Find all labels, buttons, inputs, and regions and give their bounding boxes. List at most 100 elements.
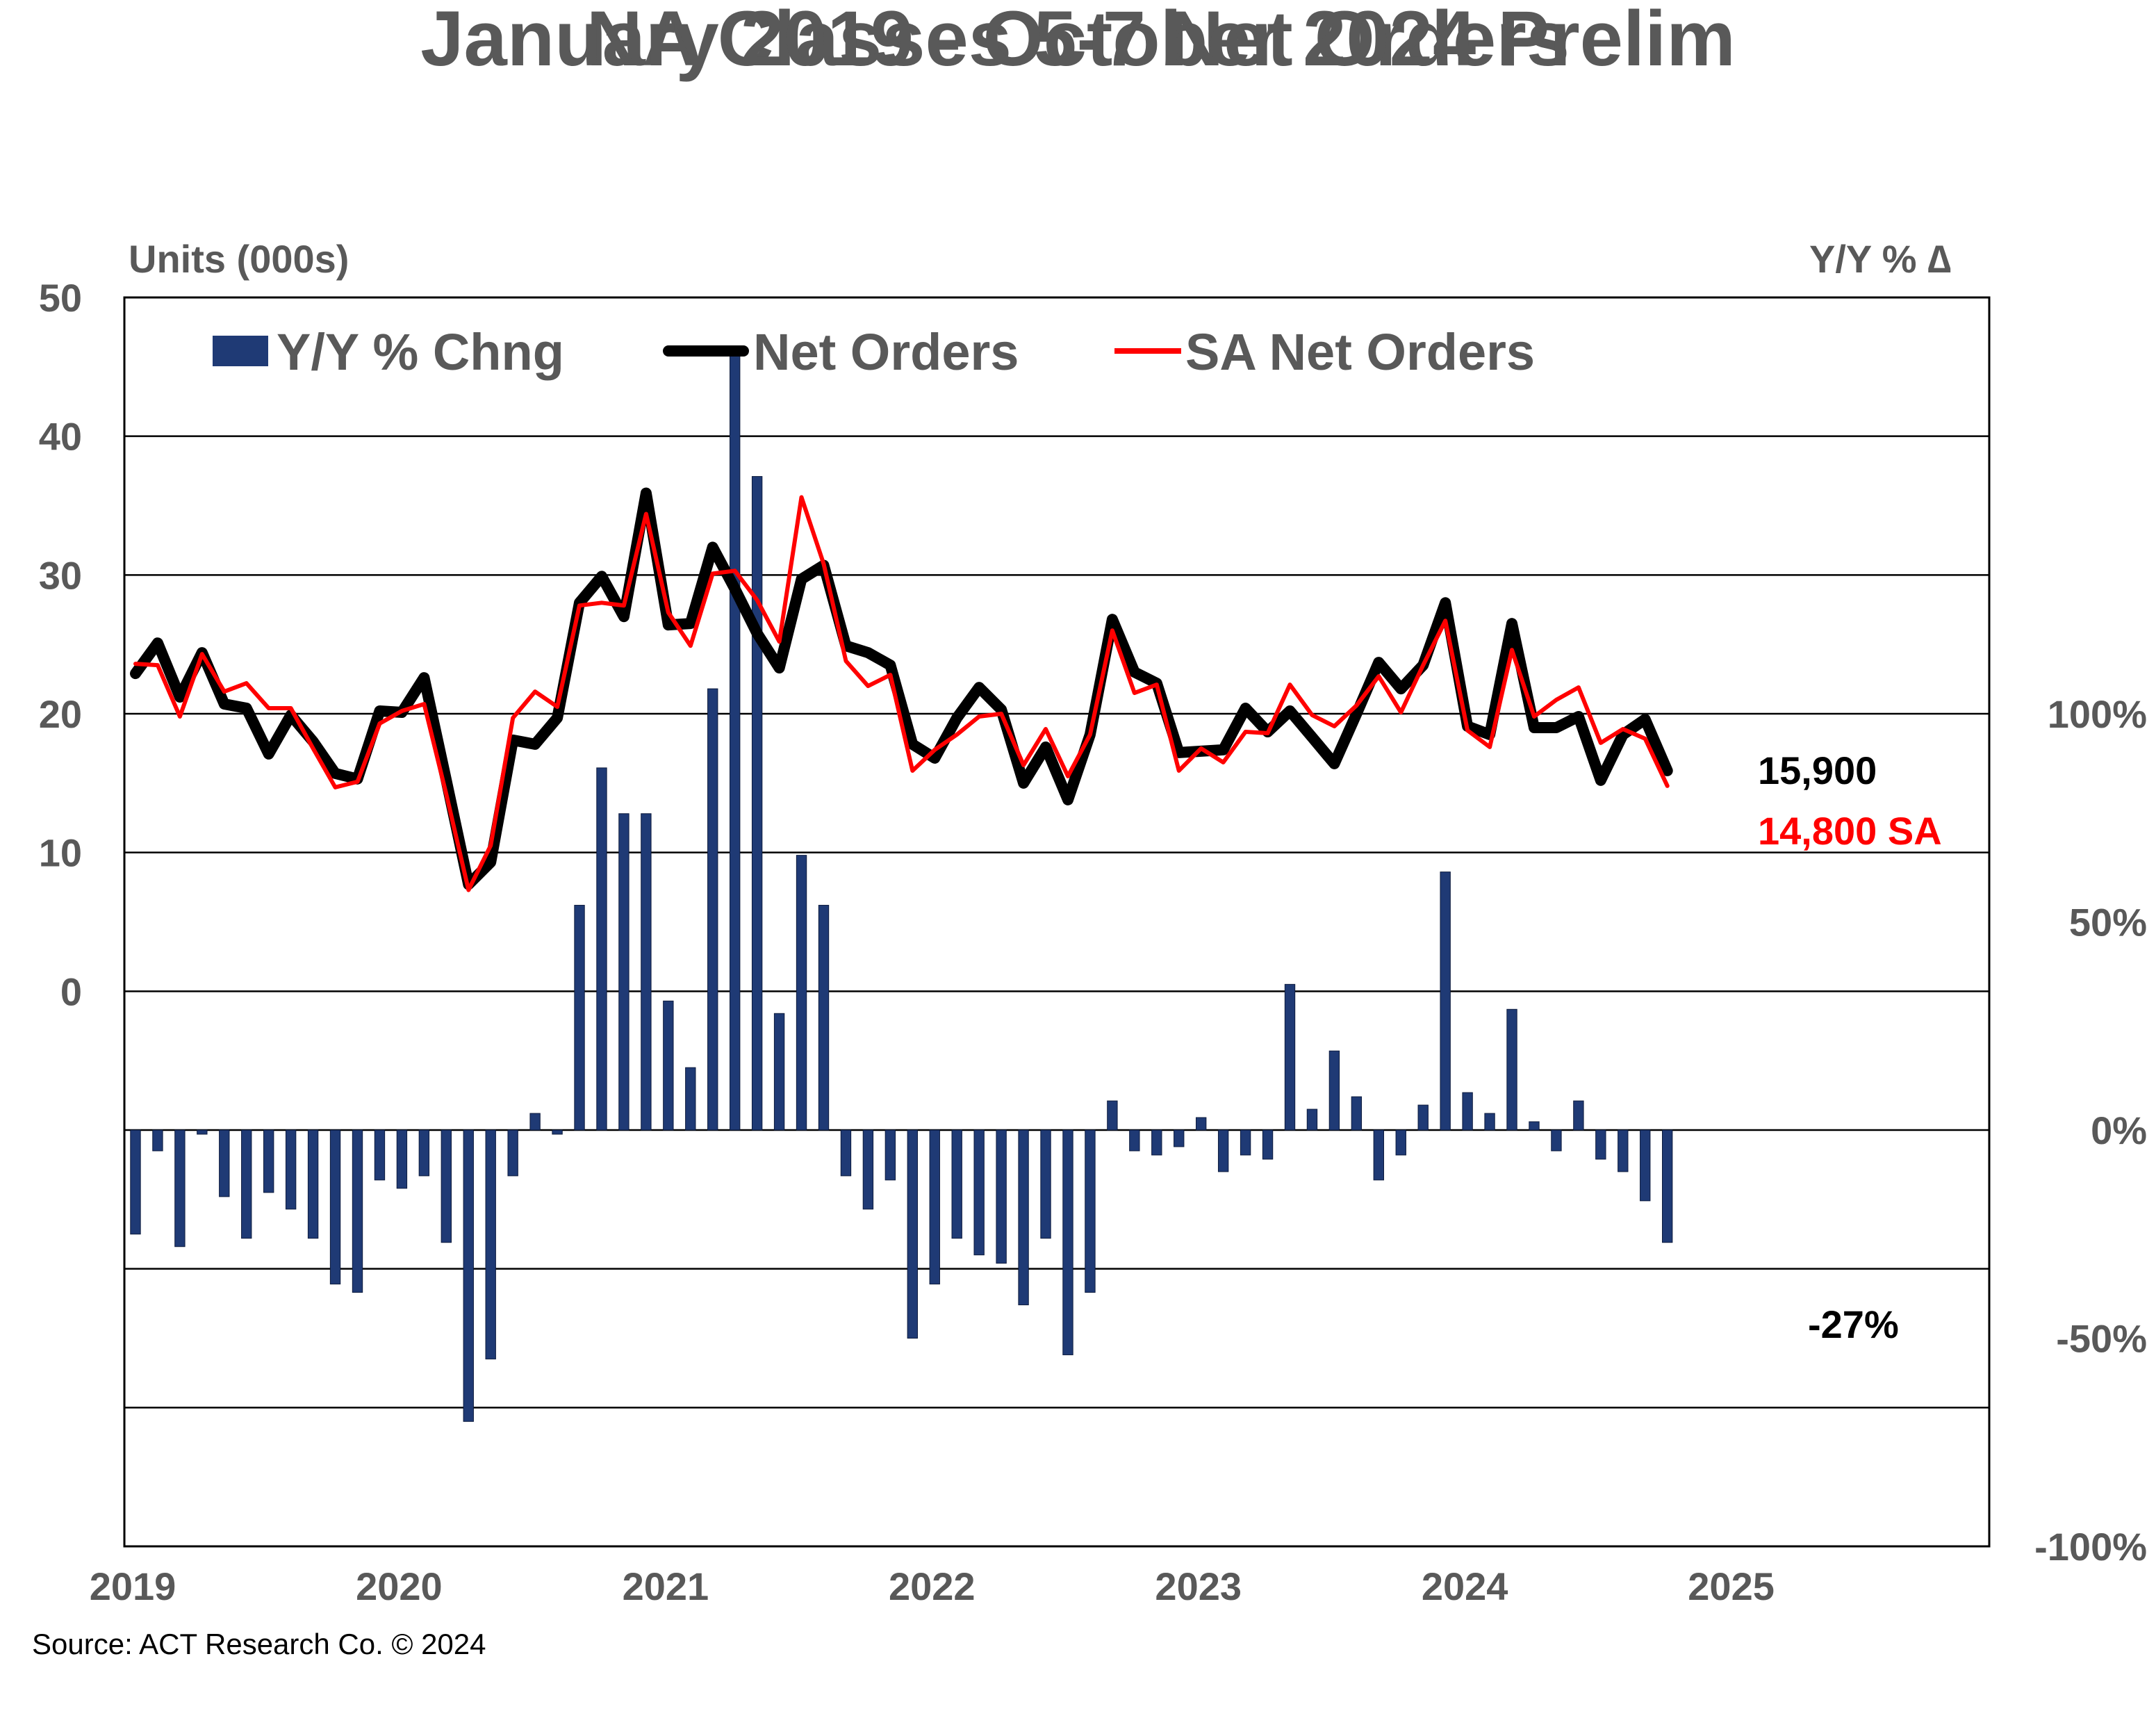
yoy-bar [507,1129,518,1177]
yoy-bar [840,1129,852,1177]
yoy-bar [1595,1129,1606,1160]
net-orders-line [130,487,1673,890]
yoy-bar [174,1129,186,1247]
yoy-bars [130,351,1673,1422]
y-right-tick-label: 0% [2091,1108,2147,1152]
yoy-bar [1640,1129,1651,1202]
yoy-bar [307,1129,319,1239]
yoy-last-label: -27% [1808,1302,1899,1346]
axes-labels: 50 40 30 20 10 0 100% 50% 0% -50% -100% 2019 2020 202… [39,276,2147,1608]
yoy-bar [1107,1100,1118,1131]
yoy-bar [1484,1113,1495,1131]
yoy-bar [663,1000,674,1131]
yoy-bar [463,1129,474,1422]
yoy-bar [1573,1100,1584,1131]
yoy-bar [796,855,807,1131]
gridlines [124,435,1989,1409]
yoy-bar [1018,1129,1029,1306]
source-note: Source: ACT Research Co. © 2024 [32,1628,486,1660]
yoy-bar [1240,1129,1251,1156]
yoy-bar [641,813,652,1131]
yoy-bar [1373,1129,1384,1181]
yoy-bar [1662,1129,1673,1243]
yoy-bar [1395,1129,1406,1156]
yoy-bar [1529,1121,1540,1131]
yoy-bar [1440,872,1451,1131]
chart-title: NA Classes 5-7 Net Orders [586,0,1570,82]
yoy-bar [1262,1129,1274,1160]
yoy-bar [1062,1129,1073,1355]
chart-subtitle: January 2019 - October 2024 Prelim [420,0,1736,82]
yoy-bar [1217,1129,1229,1172]
y-axis-left-label: Units (000s) [129,237,349,281]
yoy-bar [1506,1008,1517,1131]
y-right-tick-label: -50% [2056,1317,2147,1361]
yoy-bar [418,1129,430,1177]
yoy-bar [1040,1129,1051,1239]
yoy-bar [263,1129,274,1193]
yoy-bar [685,1067,696,1131]
annotations: 15,900 14,800 SA -27% [1758,748,1942,1346]
yoy-bar [1351,1096,1363,1131]
yoy-bar [1129,1129,1140,1152]
yoy-bar [751,476,763,1131]
yoy-bar [352,1129,363,1293]
yoy-bar [973,1129,985,1256]
yoy-bar [152,1129,163,1152]
net-orders-last-label: 15,900 [1758,748,1877,792]
order-lines [130,487,1673,892]
yoy-bar [773,1013,785,1131]
yoy-bar [574,905,585,1131]
yoy-bar [329,1129,341,1285]
y-left-tick-label: 0 [60,970,82,1013]
legend-label-net: Net Orders [753,323,1019,381]
y-right-tick-label: 50% [2069,901,2147,944]
yoy-bar [884,1129,896,1181]
yoy-bar [552,1129,563,1135]
y-left-tick-label: 50 [39,276,82,320]
yoy-bar [907,1129,918,1339]
yoy-bar [219,1129,230,1197]
legend-label-sa: SA Net Orders [1185,323,1535,381]
yoy-bar [1151,1129,1162,1156]
y-left-tick-label: 30 [39,553,82,597]
yoy-bar [130,1129,141,1235]
yoy-bar [929,1129,940,1285]
yoy-bar [707,688,718,1131]
x-tick-label: 2023 [1155,1564,1242,1608]
yoy-bar [1306,1108,1318,1131]
y-left-tick-label: 10 [39,831,82,875]
legend-label-yoy: Y/Y % Chng [277,323,564,381]
y-left-tick-label: 40 [39,415,82,459]
x-tick-label: 2019 [90,1564,176,1608]
y-right-tick-label: -100% [2034,1525,2147,1569]
yoy-bar [441,1129,452,1243]
yoy-bar [1085,1129,1096,1293]
yoy-bar [618,813,629,1131]
sa-net-orders-line [133,495,1670,892]
x-tick-label: 2024 [1422,1564,1508,1608]
yoy-bar [1551,1129,1562,1152]
yoy-bar [529,1113,541,1131]
y-right-tick-label: 100% [2048,692,2147,736]
yoy-bar [485,1129,496,1359]
yoy-bar [951,1129,962,1239]
yoy-bar [374,1129,386,1181]
legend: Y/Y % Chng Net Orders SA Net Orders [213,323,1535,381]
yoy-bar [197,1129,208,1135]
x-tick-label: 2025 [1688,1564,1775,1608]
plot-frame [123,296,1991,1548]
yoy-bar [1417,1104,1429,1131]
y-left-tick-label: 20 [39,692,82,736]
yoy-bar [285,1129,297,1210]
yoy-bar [862,1129,874,1210]
yoy-bar [596,767,607,1131]
sa-last-label: 14,800 SA [1758,809,1942,853]
x-tick-label: 2020 [356,1564,443,1608]
yoy-bar [1328,1050,1340,1131]
yoy-bar [241,1129,252,1239]
yoy-bar [818,905,830,1131]
yoy-bar [1462,1092,1473,1131]
y-axis-right-label: Y/Y % ∆ [1809,237,1952,281]
